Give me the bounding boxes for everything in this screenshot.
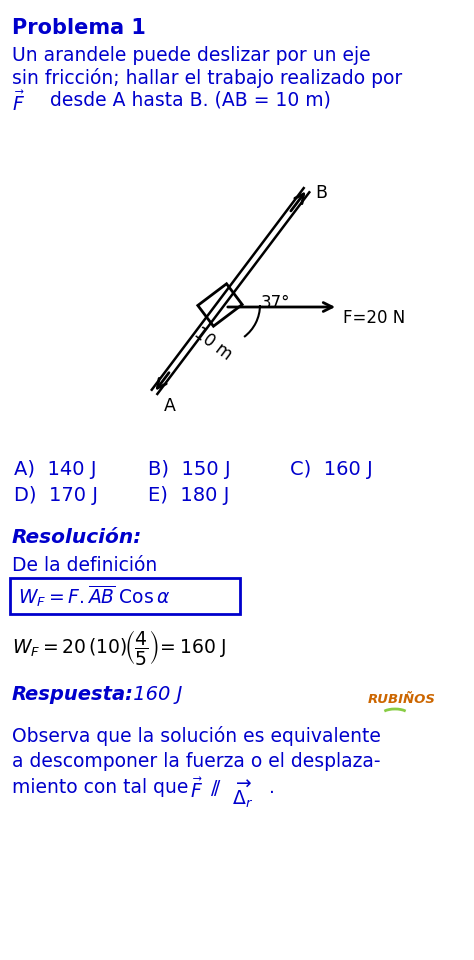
Text: A)  140 J: A) 140 J — [14, 460, 97, 479]
Text: 160 J: 160 J — [127, 685, 182, 704]
Bar — [10, 578, 240, 614]
Text: $\vec{F}$: $\vec{F}$ — [12, 91, 25, 115]
Text: RUBIÑOS: RUBIÑOS — [368, 693, 436, 706]
Text: $/\!/$: $/\!/$ — [210, 778, 221, 798]
Text: $W_F = F.\overline{AB}\;\mathrm{Cos}\,\alpha$: $W_F = F.\overline{AB}\;\mathrm{Cos}\,\a… — [18, 583, 170, 609]
Text: De la definición: De la definición — [12, 556, 157, 575]
Text: $.$: $.$ — [268, 778, 274, 797]
Text: A: A — [164, 396, 176, 415]
Text: $\vec{F}$: $\vec{F}$ — [190, 778, 203, 803]
Text: Resolución:: Resolución: — [12, 528, 142, 547]
Text: F=20 N: F=20 N — [343, 309, 405, 327]
Text: $W_F = 20\,(10)\!\left(\dfrac{4}{5}\right)\! = 160\;\mathrm{J}$: $W_F = 20\,(10)\!\left(\dfrac{4}{5}\righ… — [12, 628, 226, 667]
Text: Un arandele puede deslizar por un eje: Un arandele puede deslizar por un eje — [12, 46, 371, 65]
Text: 10 m: 10 m — [191, 324, 236, 364]
Polygon shape — [198, 284, 242, 326]
Text: a descomponer la fuerza o el desplaza-: a descomponer la fuerza o el desplaza- — [12, 752, 381, 771]
Text: B)  150 J: B) 150 J — [148, 460, 231, 479]
Text: E)  180 J: E) 180 J — [148, 486, 229, 505]
Text: sin fricción; hallar el trabajo realizado por: sin fricción; hallar el trabajo realizad… — [12, 68, 402, 88]
Text: desde A hasta B. (AB = 10 m): desde A hasta B. (AB = 10 m) — [38, 91, 331, 110]
Text: B: B — [315, 184, 327, 203]
Text: Respuesta:: Respuesta: — [12, 685, 134, 704]
Text: 37°: 37° — [261, 295, 291, 312]
Text: D)  170 J: D) 170 J — [14, 486, 98, 505]
Text: C)  160 J: C) 160 J — [290, 460, 373, 479]
Text: miento con tal que: miento con tal que — [12, 778, 201, 797]
Text: $\overrightarrow{\Delta_r}$: $\overrightarrow{\Delta_r}$ — [232, 778, 253, 810]
Text: Problema 1: Problema 1 — [12, 18, 146, 38]
Text: Observa que la solución es equivalente: Observa que la solución es equivalente — [12, 726, 381, 746]
